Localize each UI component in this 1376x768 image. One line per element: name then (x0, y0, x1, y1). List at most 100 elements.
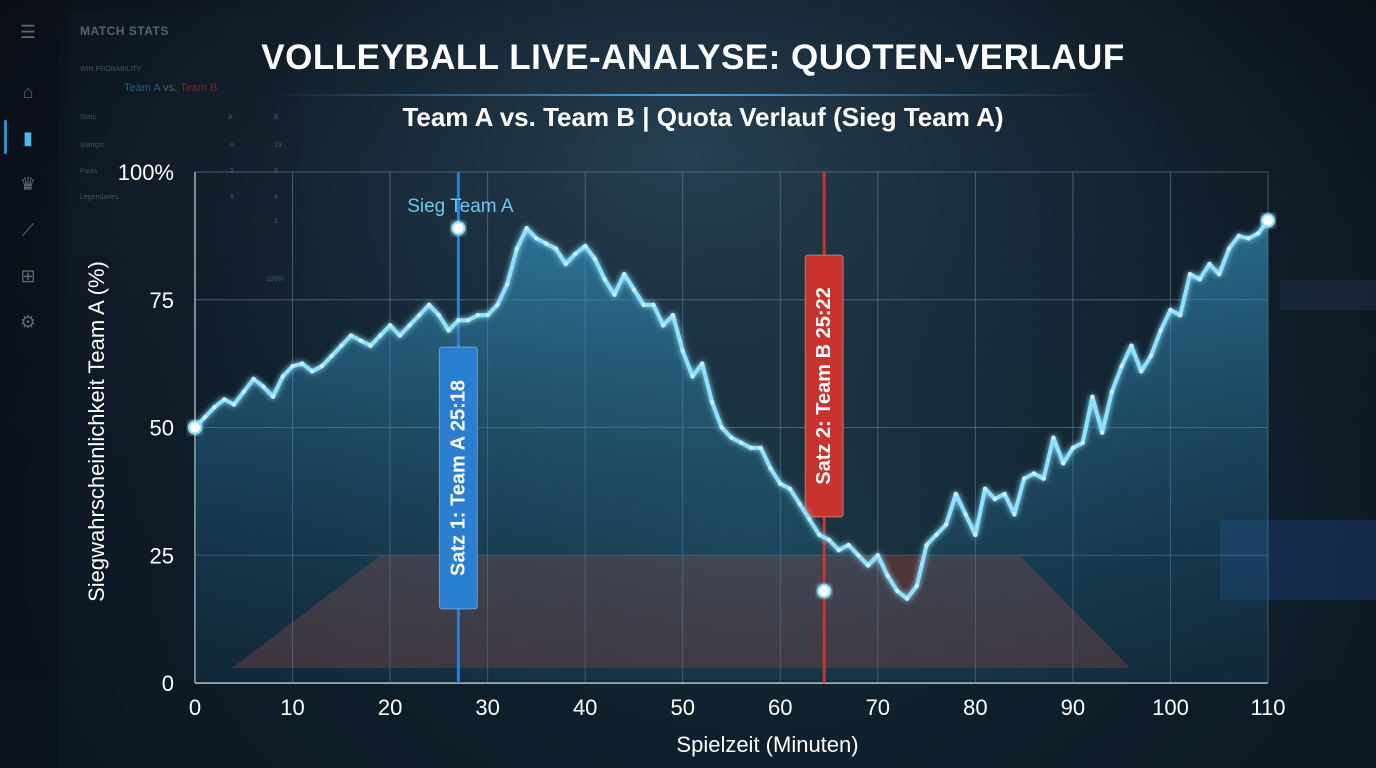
x-tick-label: 30 (475, 695, 499, 720)
data-point (524, 226, 529, 231)
data-point (300, 361, 305, 366)
sidebar: ☰ ⌂ ▮ ♛ ⟋ ⊞ ⚙ (0, 0, 58, 768)
data-point (231, 402, 237, 407)
data-point (817, 532, 822, 538)
set-marker-box (438, 346, 478, 610)
x-axis-label: Spielzeit (Minuten) (676, 732, 858, 757)
set-marker-box (804, 254, 844, 518)
data-point (934, 532, 939, 538)
data-point (787, 486, 793, 492)
data-point (309, 369, 315, 374)
data-point (1060, 461, 1066, 466)
x-tick-label: 80 (963, 695, 987, 720)
data-point (680, 348, 685, 354)
x-tick-label: 60 (768, 695, 792, 720)
data-point (963, 512, 968, 517)
panel-footer-value: 100% (266, 276, 284, 283)
x-tick-label: 110 (1250, 695, 1285, 720)
data-point (553, 246, 559, 251)
data-point (387, 323, 393, 328)
data-point (222, 397, 227, 402)
axis-ticks: 0 10 20 30 40 50 60 70 80 90 100 110 0 25 50 75 100% (118, 160, 1286, 720)
active-indicator (4, 120, 7, 154)
probability-line (192, 218, 1271, 601)
hierarchy-icon[interactable]: ⊞ (20, 266, 36, 286)
stats-header-b: B (274, 114, 279, 121)
data-point (622, 272, 627, 277)
data-point (1109, 389, 1115, 394)
x-tick-label: 40 (573, 695, 597, 720)
home-icon[interactable]: ⌂ (22, 82, 34, 102)
data-point (1138, 369, 1144, 374)
data-point (1158, 328, 1163, 333)
row-b: 4 (274, 194, 278, 201)
data-point (407, 323, 412, 328)
panel-title: MATCH STATS (80, 24, 169, 38)
x-tick-label: 90 (1061, 695, 1085, 720)
x-tick-label: 70 (866, 695, 890, 720)
data-point (1187, 272, 1193, 277)
highlight-points (188, 213, 1275, 599)
data-point (856, 553, 861, 558)
data-point (329, 353, 334, 359)
set-markers: Satz 1: Team A 25:18 Satz 2: Team B 25:22 (438, 172, 844, 683)
row-label: Stamps (80, 142, 104, 149)
panel-subtitle: WIN PROBABILITY (80, 66, 142, 73)
data-point (719, 425, 724, 430)
data-point (1099, 430, 1105, 435)
row-b: 13 (274, 142, 282, 149)
data-point (426, 302, 432, 308)
x-tick-label: 50 (670, 695, 694, 720)
data-point (319, 363, 325, 369)
stats-header-a: A (228, 114, 233, 121)
row-label: Legendaries (80, 194, 119, 201)
data-point (1080, 440, 1085, 446)
data-point (709, 399, 715, 405)
data-point (748, 445, 754, 451)
panel-vs: vs. (163, 82, 178, 94)
data-point (1021, 476, 1027, 481)
y-tick-label: 75 (150, 288, 174, 313)
panel-team-b: Team B (180, 82, 218, 94)
area-fill (195, 220, 1268, 683)
bar-chart-icon[interactable]: ▮ (23, 128, 33, 148)
annotation-sieg-team-a: Sieg Team A (407, 196, 514, 217)
x-tick-label: 100 (1152, 695, 1189, 720)
data-point (1236, 233, 1241, 239)
data-point (358, 338, 364, 343)
trophy-icon[interactable]: ♛ (19, 174, 37, 194)
data-point (261, 384, 266, 389)
data-point (846, 542, 851, 548)
data-point (280, 374, 285, 379)
data-point (534, 236, 539, 241)
y-tick-label: 100% (118, 160, 174, 185)
highlight-point (817, 584, 832, 599)
data-point (592, 256, 598, 262)
data-point (943, 522, 949, 527)
data-point (202, 415, 207, 420)
line-chart-icon[interactable]: ⟋ (21, 220, 35, 240)
data-point (797, 501, 802, 507)
data-point (368, 343, 373, 348)
data-point (1226, 246, 1232, 251)
data-point (1002, 491, 1007, 497)
data-point (270, 394, 276, 400)
highlight-point (1261, 213, 1275, 228)
data-point (895, 588, 900, 594)
y-tick-label: 0 (162, 671, 174, 696)
x-tick-label: 10 (280, 695, 304, 720)
data-point (514, 246, 520, 251)
data-point (573, 251, 578, 256)
data-point (1090, 394, 1095, 400)
data-point (651, 302, 656, 308)
menu-icon[interactable]: ☰ (19, 22, 37, 42)
data-point (1246, 236, 1251, 241)
data-point (904, 596, 910, 601)
settings-icon[interactable]: ⚙ (19, 312, 37, 332)
y-tick-label: 50 (150, 416, 174, 441)
data-point (865, 563, 871, 568)
data-point (543, 241, 549, 246)
data-point (339, 343, 344, 348)
row-a: 5 (230, 194, 234, 201)
